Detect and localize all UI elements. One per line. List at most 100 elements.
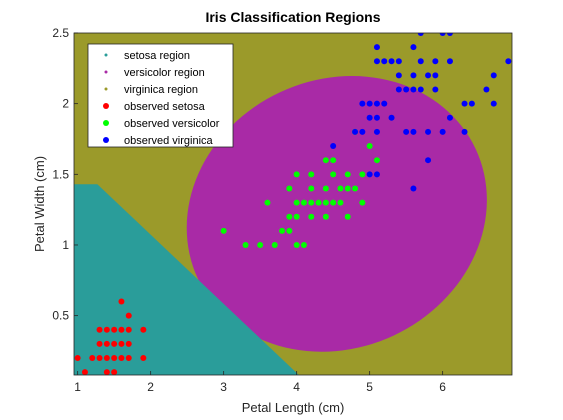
observed-versicolor-point bbox=[242, 241, 249, 248]
observed-versicolor-point bbox=[220, 227, 227, 234]
observed-setosa-legend-label: observed setosa bbox=[124, 101, 206, 113]
observed-virginica-point bbox=[373, 100, 380, 107]
observed-virginica-legend-marker bbox=[103, 137, 109, 143]
observed-virginica-point bbox=[446, 114, 453, 121]
x-tick-label: 4 bbox=[293, 380, 300, 394]
observed-setosa-point bbox=[118, 340, 125, 347]
observed-virginica-point bbox=[373, 128, 380, 135]
observed-virginica-point bbox=[439, 33, 446, 36]
observed-versicolor-point bbox=[344, 171, 351, 178]
observed-versicolor-point bbox=[337, 185, 344, 192]
observed-virginica-point bbox=[410, 44, 417, 51]
observed-versicolor-point bbox=[322, 199, 329, 206]
observed-versicolor-point bbox=[286, 227, 293, 234]
observed-virginica-point bbox=[403, 86, 410, 93]
observed-virginica-point bbox=[432, 86, 439, 93]
observed-setosa-point bbox=[125, 340, 132, 347]
observed-setosa-point bbox=[81, 369, 88, 375]
observed-virginica-point bbox=[490, 72, 497, 79]
observed-setosa-point bbox=[118, 355, 125, 362]
observed-setosa-point bbox=[125, 355, 132, 362]
observed-virginica-point bbox=[410, 86, 417, 93]
observed-versicolor-point bbox=[366, 143, 373, 150]
observed-versicolor-point bbox=[293, 241, 300, 248]
observed-virginica-point bbox=[359, 128, 366, 135]
observed-virginica-point bbox=[417, 33, 424, 36]
observed-versicolor-point bbox=[279, 227, 286, 234]
observed-setosa-legend-marker bbox=[103, 103, 109, 109]
observed-versicolor-point bbox=[352, 185, 359, 192]
y-tick-label: 2.5 bbox=[52, 26, 69, 40]
observed-setosa-point bbox=[111, 369, 118, 375]
observed-versicolor-point bbox=[286, 185, 293, 192]
observed-setosa-point bbox=[96, 326, 103, 333]
x-axis-label: Petal Length (cm) bbox=[242, 400, 345, 415]
x-tick-label: 3 bbox=[220, 380, 227, 394]
observed-virginica-point bbox=[425, 157, 432, 164]
versicolor-region-legend-label: versicolor region bbox=[124, 67, 205, 79]
observed-virginica-point bbox=[352, 128, 359, 135]
observed-versicolor-point bbox=[359, 171, 366, 178]
observed-virginica-point bbox=[366, 114, 373, 121]
versicolor-region-legend-marker bbox=[104, 70, 108, 74]
x-axis-ticks: 1 2 3 4 5 6 bbox=[74, 371, 446, 394]
observed-virginica-point bbox=[461, 100, 468, 107]
observed-virginica-point bbox=[410, 128, 417, 135]
observed-setosa-point bbox=[111, 340, 118, 347]
observed-versicolor-point bbox=[308, 213, 315, 220]
setosa-region-legend-label: setosa region bbox=[124, 50, 190, 62]
observed-setosa-point bbox=[118, 298, 125, 305]
observed-versicolor-point bbox=[322, 213, 329, 220]
observed-setosa-point bbox=[103, 326, 110, 333]
observed-versicolor-point bbox=[271, 241, 278, 248]
observed-versicolor-point bbox=[308, 171, 315, 178]
observed-versicolor-point bbox=[293, 171, 300, 178]
observed-versicolor-point bbox=[293, 199, 300, 206]
observed-versicolor-point bbox=[293, 213, 300, 220]
observed-versicolor-point bbox=[315, 199, 322, 206]
observed-setosa-point bbox=[103, 355, 110, 362]
observed-virginica-point bbox=[381, 58, 388, 65]
observed-versicolor-point bbox=[322, 157, 329, 164]
observed-virginica-point bbox=[395, 58, 402, 65]
observed-virginica-point bbox=[373, 58, 380, 65]
observed-virginica-point bbox=[446, 33, 453, 36]
observed-virginica-point bbox=[417, 58, 424, 65]
observed-virginica-point bbox=[395, 86, 402, 93]
setosa-region-legend-marker bbox=[104, 53, 108, 57]
observed-virginica-point bbox=[410, 72, 417, 79]
x-tick-label: 1 bbox=[74, 380, 81, 394]
observed-virginica-point bbox=[330, 143, 337, 150]
observed-setosa-point bbox=[103, 369, 110, 375]
observed-virginica-point bbox=[410, 185, 417, 192]
observed-versicolor-point bbox=[330, 199, 337, 206]
observed-versicolor-point bbox=[344, 185, 351, 192]
observed-setosa-point bbox=[125, 312, 132, 319]
legend: setosa region versicolor region virginica … bbox=[87, 43, 234, 148]
y-tick-label: 0.5 bbox=[52, 309, 69, 323]
observed-versicolor-point bbox=[264, 199, 271, 206]
observed-virginica-point bbox=[446, 58, 453, 65]
observed-setosa-point bbox=[140, 355, 147, 362]
observed-setosa-point bbox=[103, 340, 110, 347]
observed-virginica-point bbox=[366, 171, 373, 178]
y-tick-label: 1.5 bbox=[52, 167, 69, 181]
data-points bbox=[74, 33, 512, 375]
observed-virginica-point bbox=[359, 100, 366, 107]
observed-versicolor-point bbox=[330, 157, 337, 164]
observed-virginica-point bbox=[388, 114, 395, 121]
y-tick-label: 1 bbox=[62, 238, 69, 252]
observed-versicolor-point bbox=[257, 241, 264, 248]
observed-virginica-point bbox=[439, 128, 446, 135]
observed-virginica-point bbox=[388, 58, 395, 65]
observed-virginica-point bbox=[432, 72, 439, 79]
observed-virginica-point bbox=[373, 171, 380, 178]
observed-versicolor-point bbox=[308, 199, 315, 206]
virginica-region-legend-marker bbox=[104, 87, 108, 91]
observed-virginica-point bbox=[403, 128, 410, 135]
observed-versicolor-point bbox=[373, 157, 380, 164]
observed-virginica-point bbox=[366, 100, 373, 107]
observed-setosa-point bbox=[125, 326, 132, 333]
